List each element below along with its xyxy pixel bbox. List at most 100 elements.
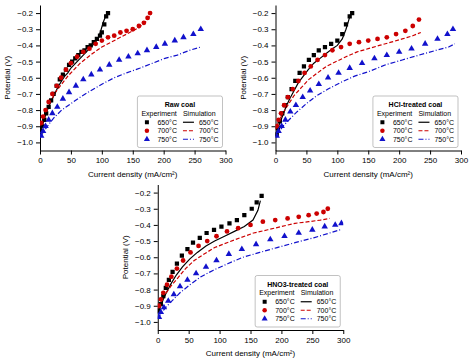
- data-point: [190, 30, 196, 36]
- legend-entry: 700°C: [183, 127, 219, 134]
- legend-header: Experiment: [141, 110, 176, 118]
- x-tick-label: 300: [455, 156, 469, 165]
- y-tick: −0.3: [17, 25, 40, 34]
- legend: HNO3-treated coalExperiment650°C700°C750…: [255, 276, 340, 328]
- x-tick-label: 100: [331, 156, 345, 165]
- data-point: [276, 117, 281, 122]
- data-point: [297, 71, 301, 75]
- data-point: [296, 229, 302, 235]
- data-point: [112, 33, 117, 38]
- y-tick: −1.0: [253, 138, 276, 147]
- data-point: [282, 116, 288, 122]
- x-tick: 0: [274, 151, 279, 166]
- x-tick-label: 300: [219, 156, 233, 165]
- legend-swatch: [301, 310, 312, 311]
- data-point: [106, 35, 111, 40]
- x-axis-title: Current density (mA/cm²): [206, 349, 296, 358]
- data-point: [250, 207, 254, 211]
- y-tick-mark: [154, 290, 158, 291]
- y-tick-mark: [272, 78, 276, 79]
- data-point: [54, 83, 59, 88]
- data-point: [394, 32, 399, 37]
- data-point: [302, 71, 307, 76]
- legend-label: 650°C: [434, 119, 454, 126]
- data-point: [302, 64, 306, 68]
- data-point: [87, 46, 92, 51]
- y-tick-label: −0.3: [17, 25, 33, 34]
- data-point: [43, 108, 48, 113]
- data-point: [371, 55, 377, 61]
- y-tick-label: −0.8: [17, 106, 33, 115]
- plot-area: 050100150200250300−1.0−0.9−0.8−0.7−0.6−0…: [239, 6, 469, 179]
- y-tick-label: −0.9: [17, 122, 33, 131]
- data-point: [285, 216, 290, 221]
- y-tick-mark: [36, 78, 40, 79]
- data-point: [161, 290, 166, 295]
- x-tick-label: 150: [127, 156, 141, 165]
- data-point: [184, 276, 190, 282]
- data-point: [175, 262, 179, 266]
- legend-entry: 700°C: [301, 307, 337, 314]
- data-point: [41, 114, 46, 119]
- legend-swatch: [262, 315, 268, 320]
- data-point: [340, 32, 344, 36]
- data-point: [130, 27, 135, 32]
- x-tick-mark: [399, 151, 400, 155]
- x-tick-label: 50: [302, 156, 311, 165]
- data-point: [276, 127, 282, 133]
- data-point: [134, 50, 140, 56]
- legend-entry: 650°C: [301, 298, 337, 305]
- legend-box: [373, 96, 458, 148]
- data-point: [198, 236, 202, 240]
- data-point: [410, 24, 415, 29]
- x-tick: 200: [275, 330, 289, 345]
- y-tick-label: −0.6: [135, 253, 151, 262]
- data-point: [236, 226, 241, 231]
- data-point: [287, 108, 293, 114]
- data-point: [42, 123, 48, 129]
- data-point: [59, 75, 64, 80]
- legend: HCl-treated coalExperiment650°C700°C750°…: [373, 96, 458, 148]
- data-point: [158, 308, 164, 314]
- legend-swatch: [418, 122, 429, 123]
- x-tick-mark: [102, 151, 103, 155]
- data-point: [239, 245, 245, 251]
- y-tick-label: −1.0: [135, 318, 151, 327]
- y-tick-mark: [272, 110, 276, 111]
- data-point: [165, 282, 170, 287]
- legend-entry: 700°C: [145, 127, 177, 134]
- legend-entry: 750°C: [183, 136, 219, 143]
- y-tick-mark: [272, 94, 276, 95]
- y-tick: −0.9: [135, 302, 158, 311]
- y-tick-mark: [154, 273, 158, 274]
- x-tick: 50: [185, 330, 194, 345]
- y-tick-label: −0.4: [135, 221, 151, 230]
- data-point: [188, 250, 193, 255]
- y-tick: −0.3: [253, 25, 276, 34]
- series-line: [276, 15, 351, 136]
- data-point: [158, 303, 162, 308]
- data-point: [40, 132, 44, 138]
- data-point: [309, 226, 315, 232]
- data-point: [64, 68, 68, 72]
- x-tick: 150: [362, 151, 376, 166]
- legend-title: HNO3-treated coal: [267, 281, 328, 288]
- legend-swatch: [379, 136, 385, 141]
- panel: 050100150200250300−1.0−0.9−0.8−0.7−0.6−0…: [239, 6, 469, 179]
- y-tick-mark: [36, 62, 40, 63]
- legend-header: Experiment: [377, 110, 412, 118]
- data-point: [170, 270, 174, 274]
- data-point: [321, 210, 326, 215]
- legend-label: 700°C: [157, 127, 177, 134]
- data-point: [203, 263, 209, 269]
- data-point: [106, 61, 112, 67]
- data-point: [75, 54, 80, 59]
- data-point: [145, 16, 150, 21]
- data-point: [450, 26, 456, 32]
- series-line: [40, 47, 201, 138]
- data-point: [408, 45, 414, 51]
- y-tick-label: −0.3: [135, 205, 151, 214]
- data-point: [116, 56, 122, 62]
- data-point: [161, 304, 167, 310]
- data-point: [444, 30, 450, 36]
